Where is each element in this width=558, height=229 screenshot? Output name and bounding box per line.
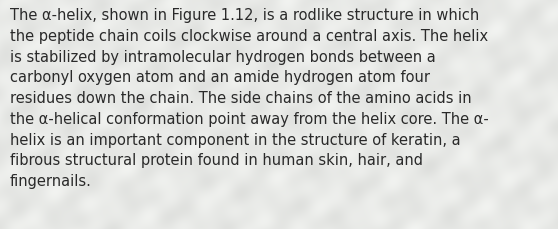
Text: The α-helix, shown in Figure 1.12, is a rodlike structure in which
the peptide c: The α-helix, shown in Figure 1.12, is a … xyxy=(10,8,489,188)
